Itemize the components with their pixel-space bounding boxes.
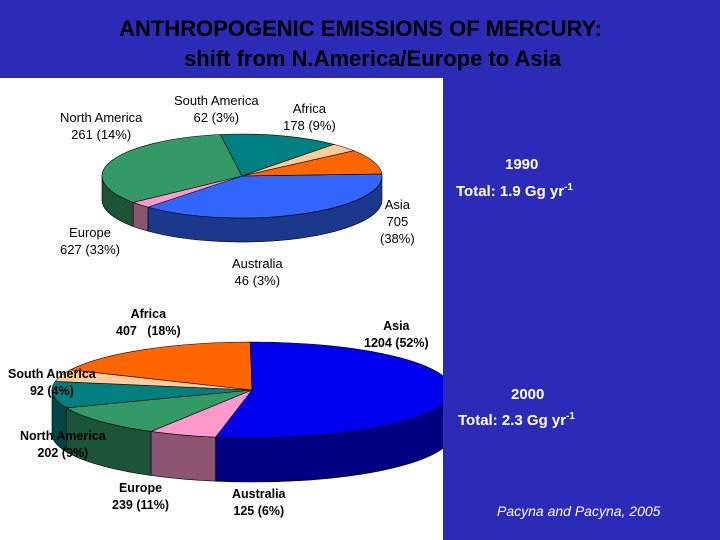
slice-1990-africa <box>241 150 383 177</box>
slice-2000-africa <box>69 341 253 391</box>
label-2000-south-america: South America 92 (4%) <box>8 367 96 398</box>
label-1990-europe: Europe 627 (33%) <box>60 225 121 257</box>
label-1990-asia: Asia 705 (38%) <box>380 197 415 246</box>
label-2000-africa: Africa 407 (18%) <box>116 307 181 338</box>
source-citation: Pacyna and Pacyna, 2005 <box>497 503 661 519</box>
label-2000-north-america: North America 202 (9%) <box>20 429 106 460</box>
slice-2000-europe <box>65 389 253 432</box>
label-2000-australia: Australia 125 (6%) <box>232 487 286 518</box>
slice-1990-asia <box>146 173 383 219</box>
slice-2000-asia <box>214 341 443 439</box>
label-1990-south-america: South America 62 (3%) <box>174 93 259 125</box>
total-1990: Total: 1.9 Gg yr-1 <box>456 182 573 200</box>
year-2000: 2000 <box>511 386 545 403</box>
label-1990-north-america: North America 261 (14%) <box>60 110 143 142</box>
pie-1990 <box>101 133 383 243</box>
slice-1990-north-america <box>219 133 336 177</box>
pie-2000 <box>51 341 443 483</box>
label-1990-africa: Africa 178 (9%) <box>283 101 336 133</box>
label-2000-europe: Europe 239 (11%) <box>112 481 169 512</box>
slice-1990-europe <box>101 134 243 203</box>
label-2000-asia: Asia 1204 (52%) <box>364 319 429 350</box>
label-1990-australia: Australia 46 (3%) <box>232 256 283 288</box>
side-2000-australia <box>150 431 216 482</box>
pie-charts <box>51 133 443 483</box>
title-line-1: ANTHROPOGENIC EMISSIONS OF MERCURY: <box>119 16 602 41</box>
year-1990: 1990 <box>505 156 539 173</box>
title-line-2: shift from N.America/Europe to Asia <box>184 46 561 71</box>
total-2000: Total: 2.3 Gg yr-1 <box>458 411 575 429</box>
